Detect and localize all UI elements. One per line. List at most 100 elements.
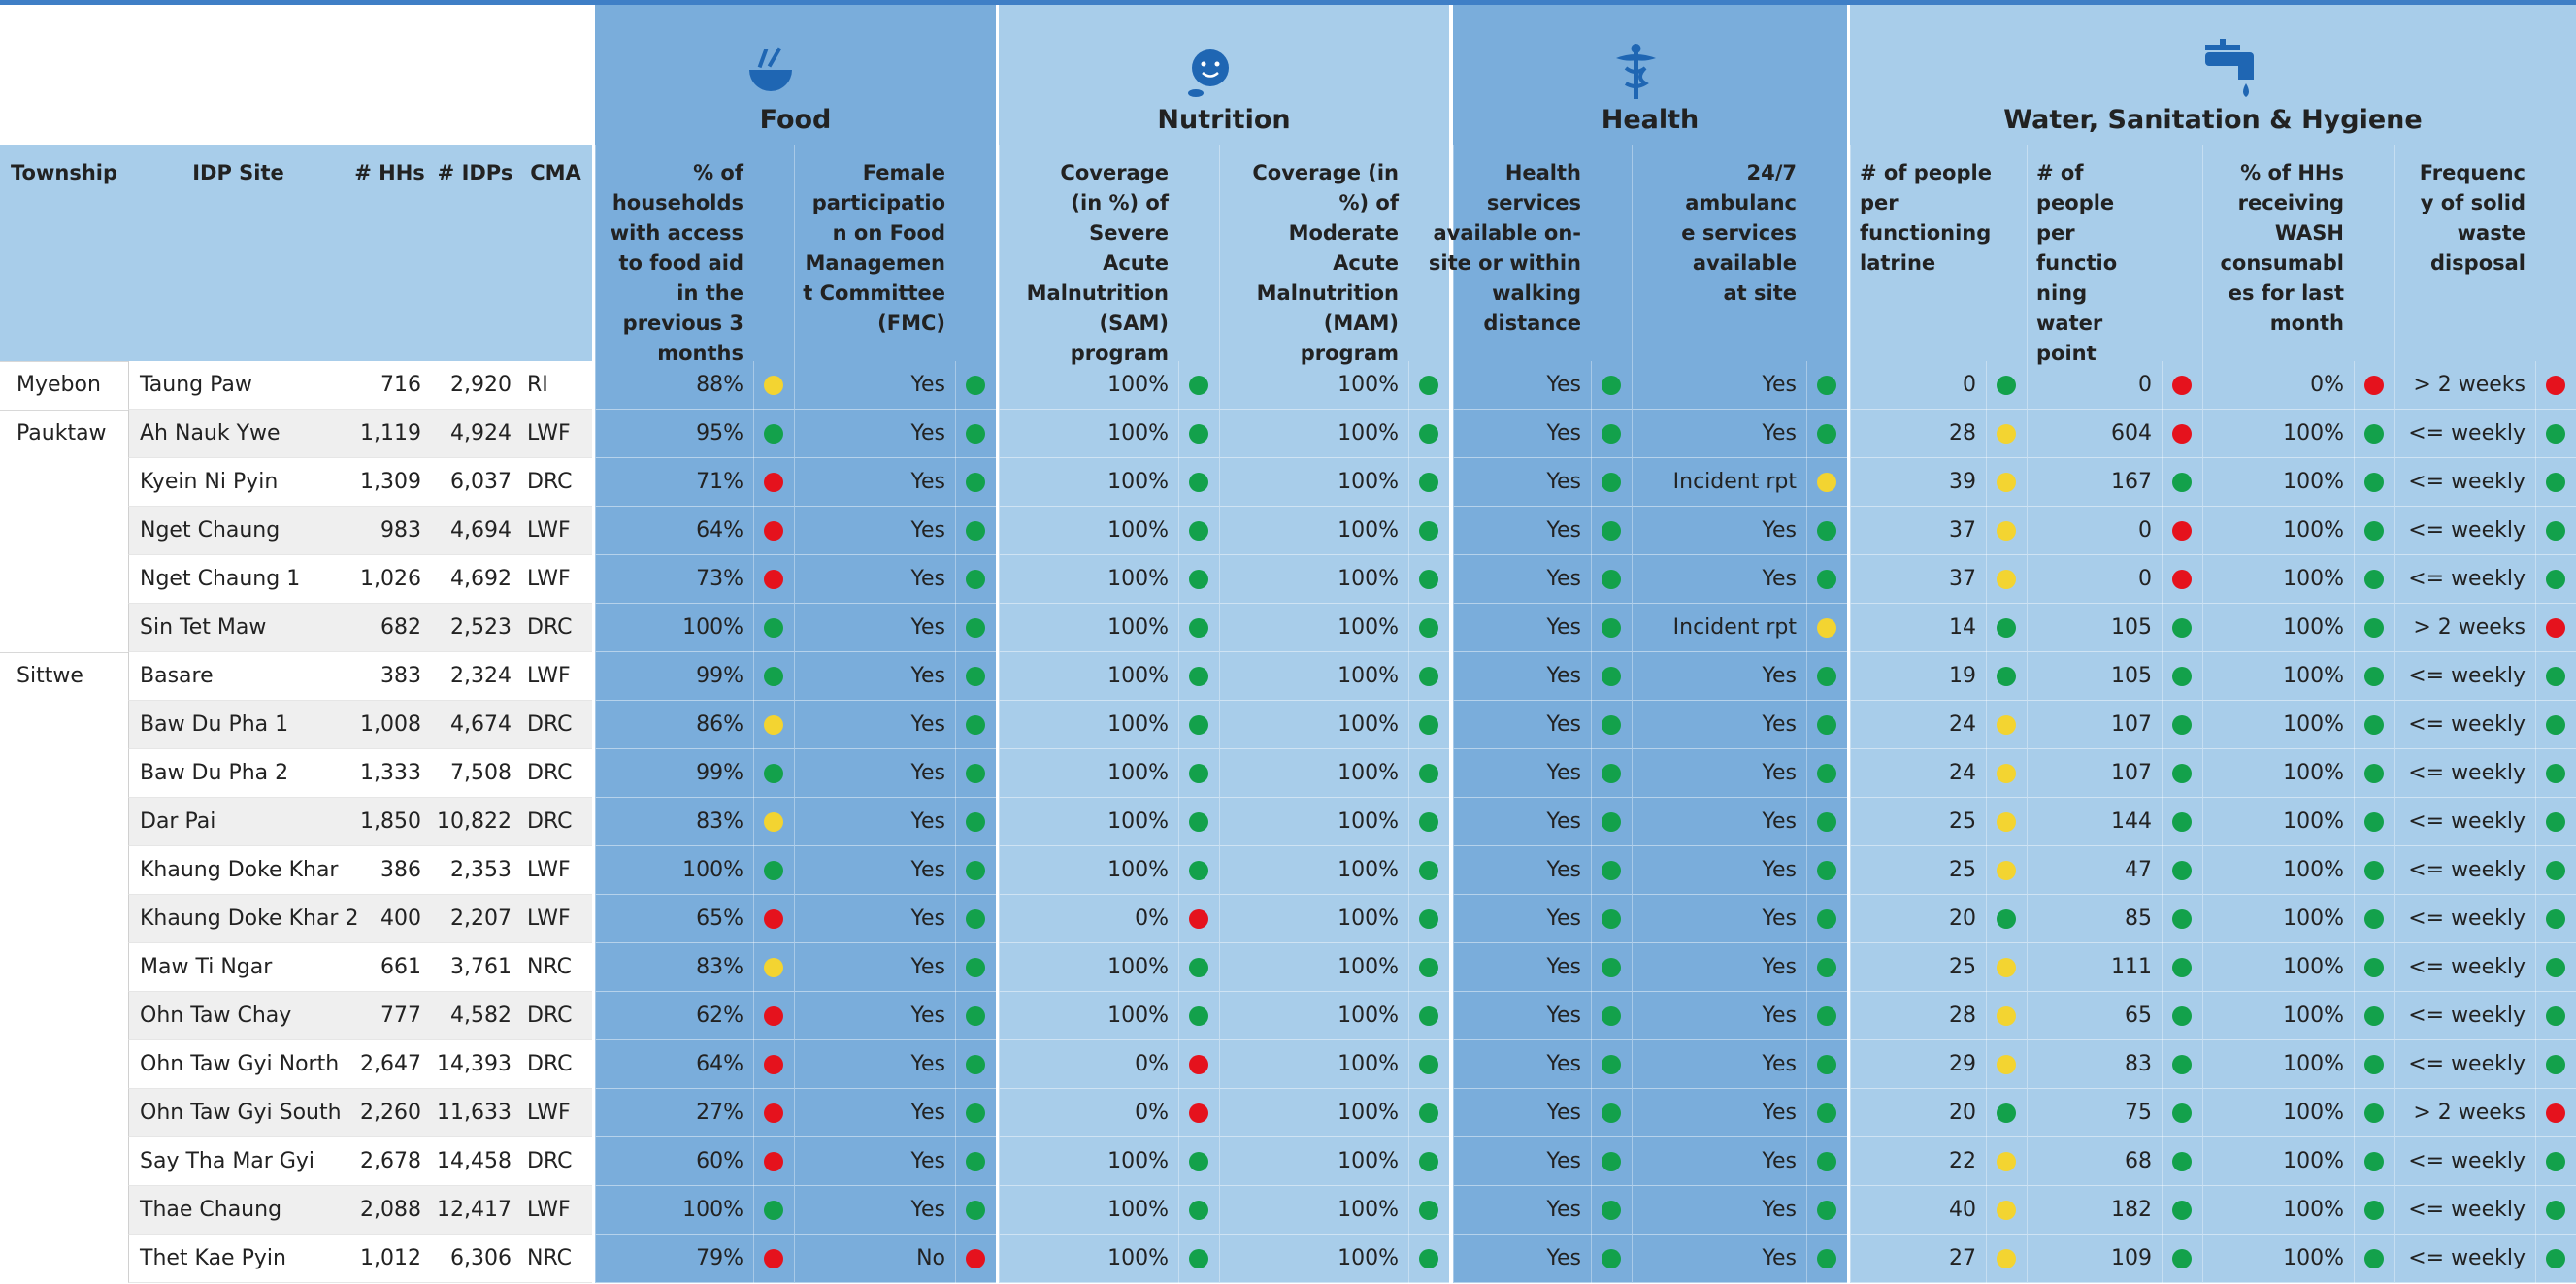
cell-value: 100% — [1338, 1198, 1399, 1222]
cell-value: 29 — [1949, 1052, 1976, 1076]
left-header — [0, 145, 592, 361]
status-dot — [1602, 812, 1621, 832]
cell-value: 20 — [1949, 1101, 1976, 1125]
dot-divider — [1178, 1137, 1179, 1186]
status-dot — [1997, 1201, 2016, 1220]
cell-value: 65% — [696, 906, 743, 931]
cell-value: 100% — [2283, 421, 2344, 445]
dot-divider — [2535, 458, 2536, 507]
status-dot — [1817, 909, 1836, 929]
cma: DRC — [527, 1149, 573, 1173]
dot-divider — [955, 410, 956, 458]
cell-value: 73% — [696, 567, 743, 591]
food-icon — [749, 47, 792, 91]
cma: DRC — [527, 1004, 573, 1028]
dot-divider — [1178, 992, 1179, 1040]
cma: LWF — [527, 421, 571, 445]
status-dot — [2172, 1055, 2192, 1074]
status-dot — [764, 618, 783, 638]
column-header: CMA — [530, 161, 581, 184]
status-dot — [2364, 909, 2384, 929]
column-header-bg — [2394, 145, 2576, 361]
idps: 2,523 — [450, 615, 512, 640]
cell-value: 167 — [2111, 470, 2152, 494]
idps: 6,037 — [450, 470, 512, 494]
status-dot — [1419, 1103, 1438, 1123]
cell-value: 37 — [1949, 518, 1976, 543]
status-dot — [2546, 1103, 2565, 1123]
cma: LWF — [527, 1198, 571, 1222]
cell-value: <= weekly — [2408, 1052, 2526, 1076]
cell-value: 100% — [2283, 712, 2344, 737]
site: Say Tha Mar Gyi — [140, 1149, 314, 1173]
cell-value: Yes — [910, 712, 945, 737]
top-rule — [0, 0, 2576, 5]
cell-value: 100% — [2283, 1052, 2344, 1076]
cell-value: 0% — [2310, 373, 2344, 397]
status-dot — [1817, 618, 1836, 638]
status-dot — [764, 424, 783, 444]
status-dot — [1419, 958, 1438, 977]
status-dot — [1997, 1152, 2016, 1171]
dot-divider — [753, 604, 754, 652]
idps: 6,306 — [450, 1246, 512, 1270]
status-dot — [1189, 1006, 1208, 1026]
dot-divider — [1986, 1040, 1987, 1089]
status-dot — [1419, 1201, 1438, 1220]
cell-value: <= weekly — [2408, 761, 2526, 785]
status-dot — [1997, 1249, 2016, 1268]
idps: 7,508 — [450, 761, 512, 785]
dot-divider — [2535, 1040, 2536, 1089]
status-dot — [764, 958, 783, 977]
cell-value: 47 — [2125, 858, 2152, 882]
dot-divider — [1591, 361, 1592, 410]
dot-divider — [2535, 992, 2536, 1040]
hhs: 383 — [380, 664, 421, 688]
dot-divider — [1408, 992, 1409, 1040]
hhs: 777 — [380, 1004, 421, 1028]
dot-divider — [2354, 458, 2355, 507]
status-dot — [764, 570, 783, 589]
cell-value: Yes — [1546, 567, 1581, 591]
dot-divider — [2354, 555, 2355, 604]
dot-divider — [1591, 895, 1592, 943]
status-dot — [2172, 521, 2192, 541]
cell-value: 100% — [1107, 858, 1169, 882]
site: Thae Chaung — [140, 1198, 282, 1222]
status-dot — [2546, 1152, 2565, 1171]
cell-value: 0 — [2138, 373, 2152, 397]
cell-value: Yes — [1546, 1052, 1581, 1076]
status-dot — [764, 1006, 783, 1026]
group-rule — [0, 361, 128, 362]
cell-value: 20 — [1949, 906, 1976, 931]
status-dot — [1602, 521, 1621, 541]
dot-divider — [2535, 701, 2536, 749]
status-dot — [2364, 424, 2384, 444]
status-dot — [2546, 1201, 2565, 1220]
dot-divider — [1806, 895, 1807, 943]
cell-value: Yes — [910, 809, 945, 834]
dot-divider — [1178, 749, 1179, 798]
status-dot — [2546, 861, 2565, 880]
status-dot — [2364, 764, 2384, 783]
status-dot — [1997, 861, 2016, 880]
status-dot — [1602, 861, 1621, 880]
status-dot — [1997, 909, 2016, 929]
site: Sin Tet Maw — [140, 615, 267, 640]
cell-value: <= weekly — [2408, 567, 2526, 591]
hhs: 661 — [380, 955, 421, 979]
site: Baw Du Pha 1 — [140, 712, 289, 737]
dot-divider — [1806, 1235, 1807, 1283]
dot-divider — [1408, 1186, 1409, 1235]
dot-divider — [2162, 1186, 2163, 1235]
dot-divider — [1178, 458, 1179, 507]
dot-divider — [1591, 701, 1592, 749]
status-dot — [2172, 473, 2192, 492]
dot-divider — [2162, 1137, 2163, 1186]
dot-divider — [2354, 652, 2355, 701]
status-dot — [1817, 764, 1836, 783]
idps: 14,458 — [437, 1149, 512, 1173]
cell-value: 83% — [696, 809, 743, 834]
site: Kyein Ni Pyin — [140, 470, 279, 494]
hhs: 1,119 — [360, 421, 421, 445]
